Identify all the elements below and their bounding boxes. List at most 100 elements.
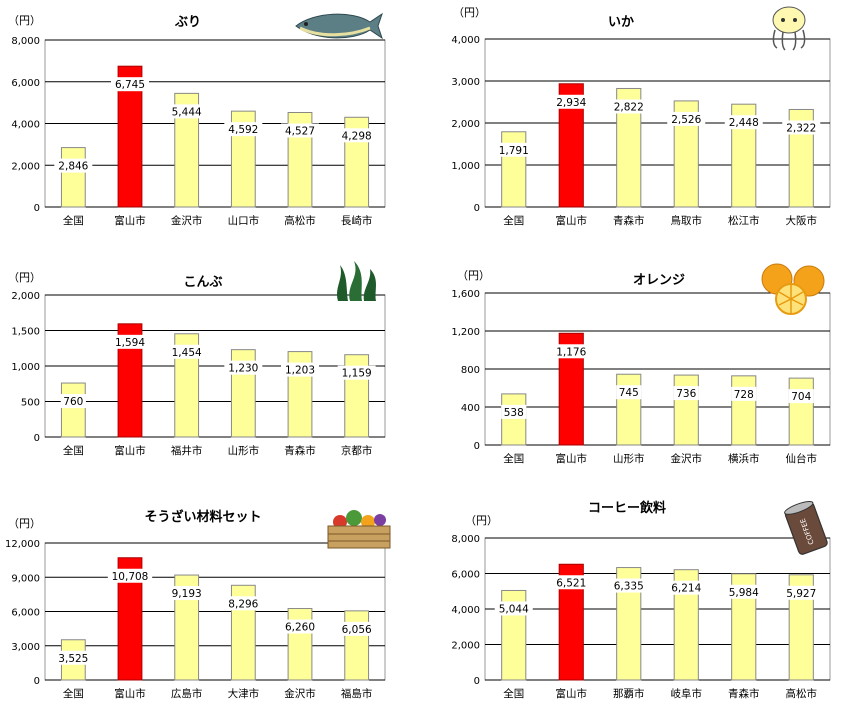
y-unit-label: （円） xyxy=(465,514,498,527)
data-label: 1,203 xyxy=(285,365,315,377)
data-label: 2,526 xyxy=(671,114,701,126)
data-label: 4,298 xyxy=(342,130,372,142)
bar xyxy=(117,65,143,208)
data-label: 736 xyxy=(676,388,696,400)
x-tick-label: 青森市 xyxy=(613,214,645,227)
bar xyxy=(731,375,757,446)
chart-buri: ぶり （円） 0 2,000 4,000 6,000 8,000 2,846 全国 6,745… xyxy=(8,12,386,227)
x-tick-label: 大阪市 xyxy=(786,214,818,227)
chart-coffee: コーヒー飲料 （円） 0 2,000 4,000 6,000 8,000 5,044 全国 6… xyxy=(451,500,831,700)
data-label: 745 xyxy=(619,387,639,399)
x-tick-label: 長崎市 xyxy=(341,214,373,227)
data-label-bg xyxy=(609,578,648,593)
data-label-bg xyxy=(224,596,263,611)
data-label-bg xyxy=(552,575,591,590)
data-label-bg xyxy=(782,585,821,600)
data-label-bg xyxy=(167,344,206,359)
y-tick-label: 4,000 xyxy=(11,120,40,131)
x-tick-label: 富山市 xyxy=(556,687,588,700)
orange-icon xyxy=(761,263,825,315)
data-label: 1,454 xyxy=(172,347,202,359)
y-tick-label: 2,000 xyxy=(451,119,480,130)
y-unit-label: （円） xyxy=(8,14,41,27)
data-label: 5,044 xyxy=(499,603,529,615)
data-label: 5,984 xyxy=(729,587,759,599)
chart-title: そうざい材料セット xyxy=(144,509,261,525)
data-label-bg xyxy=(616,385,642,400)
data-label: 2,448 xyxy=(729,117,759,129)
bar xyxy=(788,377,814,446)
x-tick-label: 富山市 xyxy=(114,444,146,457)
x-tick-label: 青森市 xyxy=(728,687,760,700)
x-tick-label: 金沢市 xyxy=(284,687,316,700)
chart-title: いか xyxy=(608,15,634,30)
x-tick-label: 岐阜市 xyxy=(671,687,703,700)
bar xyxy=(60,147,86,208)
data-label-bg xyxy=(731,386,757,401)
data-label-bg xyxy=(667,111,706,126)
chart-orange: オレンジ （円） 0 400 800 1,200 1,600 538 全国 1,176 富山市 7… xyxy=(451,263,831,465)
chart-panel-souzai: そうざい材料セット （円） 0 3,000 6,000 9,000 12,000 3,52… xyxy=(0,500,420,709)
x-tick-label: 全国 xyxy=(503,214,524,227)
data-label: 2,322 xyxy=(786,122,816,134)
chart-panel-coffee: コーヒー飲料 （円） 0 2,000 4,000 6,000 8,000 5,044 全国 6… xyxy=(425,490,849,709)
bar xyxy=(174,92,200,208)
y-tick-label: 1,600 xyxy=(451,289,480,300)
data-label: 704 xyxy=(791,391,811,403)
x-tick-label: 広島市 xyxy=(171,687,203,700)
y-tick-label: 2,000 xyxy=(11,161,40,172)
data-label-bg xyxy=(224,122,263,137)
data-label-bg xyxy=(224,360,263,375)
y-tick-label: 0 xyxy=(34,203,40,214)
x-tick-label: 山形市 xyxy=(613,452,645,465)
data-label-bg xyxy=(337,365,376,380)
y-tick-label: 3,000 xyxy=(451,77,480,88)
data-label: 2,822 xyxy=(614,101,644,113)
y-tick-label: 2,000 xyxy=(451,641,480,652)
data-label: 1,159 xyxy=(342,368,372,380)
chart-title: コーヒー飲料 xyxy=(588,500,666,516)
x-tick-label: 富山市 xyxy=(114,214,146,227)
data-label-bg xyxy=(788,389,814,404)
data-label-bg xyxy=(667,580,706,595)
y-unit-label: （円） xyxy=(8,517,41,530)
y-tick-label: 500 xyxy=(21,398,40,409)
data-label: 728 xyxy=(734,389,754,401)
x-tick-label: 全国 xyxy=(503,687,524,700)
data-label: 2,934 xyxy=(556,97,586,109)
data-label-bg xyxy=(54,650,93,665)
x-tick-label: 富山市 xyxy=(556,452,588,465)
x-tick-label: 高松市 xyxy=(284,214,316,227)
chart-konbu: こんぶ （円） 0 500 1,000 1,500 2,000 760 全国 1,594 富山市… xyxy=(8,261,386,457)
data-label: 2,846 xyxy=(58,161,88,173)
bar xyxy=(616,373,642,446)
data-label-bg xyxy=(167,586,206,601)
x-tick-label: 那覇市 xyxy=(613,687,645,700)
y-tick-label: 1,000 xyxy=(11,362,40,373)
y-tick-label: 1,000 xyxy=(451,161,480,172)
bar xyxy=(117,323,143,438)
bar xyxy=(287,608,313,681)
y-tick-label: 0 xyxy=(474,203,480,214)
data-label-bg xyxy=(609,99,648,114)
seaweed-icon xyxy=(337,261,376,301)
coffee-can-icon: COFFEE xyxy=(784,501,828,555)
x-tick-label: 全国 xyxy=(63,687,84,700)
data-label: 9,193 xyxy=(172,588,202,600)
data-label-bg xyxy=(724,115,763,130)
fish-icon xyxy=(295,12,383,40)
data-label-bg xyxy=(673,386,699,401)
x-tick-label: 山形市 xyxy=(228,444,260,457)
bar xyxy=(673,374,699,446)
y-unit-label: （円） xyxy=(457,269,490,282)
x-tick-label: 大津市 xyxy=(228,687,260,700)
data-label: 6,521 xyxy=(556,577,586,589)
y-tick-label: 4,000 xyxy=(451,605,480,616)
x-tick-label: 富山市 xyxy=(114,687,146,700)
x-tick-label: 福井市 xyxy=(171,444,203,457)
x-tick-label: 仙台市 xyxy=(786,452,818,465)
y-unit-label: （円） xyxy=(8,271,41,284)
data-label: 6,335 xyxy=(614,581,644,593)
y-tick-label: 12,000 xyxy=(5,539,40,550)
y-tick-label: 800 xyxy=(461,365,480,376)
